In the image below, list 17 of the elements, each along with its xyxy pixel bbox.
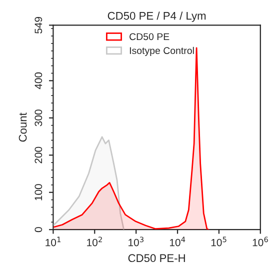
y-tick-label: 300 xyxy=(34,110,42,126)
x-axis-title: CD50 PE-H xyxy=(128,254,185,262)
y-tick-label: 100 xyxy=(34,184,42,200)
y-tick-label: 400 xyxy=(34,72,42,90)
x-tick-label: 10$^{5}$ xyxy=(211,236,226,246)
x-tick-label: 10$^{4}$ xyxy=(170,236,186,246)
legend-label: Isotype Control xyxy=(130,46,194,56)
y-tick-label: 200 xyxy=(34,146,42,164)
y-tick-label: 0 xyxy=(34,227,42,232)
x-tick-label: 10$^{1}$ xyxy=(46,236,61,246)
x-tick-label: 10$^{3}$ xyxy=(128,236,144,246)
chart-title: CD50 PE / P4 / Lym xyxy=(108,12,206,22)
y-axis-title: Count xyxy=(18,112,27,142)
y-tick-label: 549 xyxy=(34,17,42,34)
x-tick-label: 10$^{2}$ xyxy=(87,236,102,246)
x-tick-label: 10$^{6}$ xyxy=(252,236,268,246)
legend-label: CD50 PE xyxy=(130,33,170,40)
